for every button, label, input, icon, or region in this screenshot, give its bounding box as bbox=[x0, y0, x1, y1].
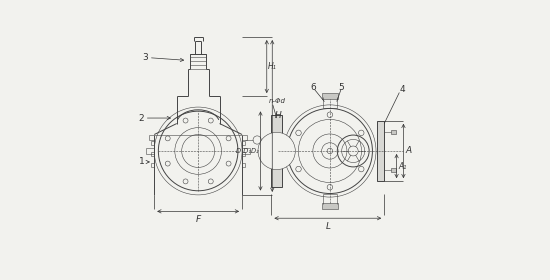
Text: D D₁D₂: D D₁D₂ bbox=[236, 148, 259, 154]
Text: A₁: A₁ bbox=[398, 162, 406, 171]
Bar bbox=[391, 168, 396, 172]
Text: F: F bbox=[196, 215, 201, 224]
Text: H₁: H₁ bbox=[268, 62, 277, 71]
Text: 1: 1 bbox=[139, 157, 145, 166]
Bar bbox=[272, 115, 282, 187]
Text: 4: 4 bbox=[399, 85, 405, 94]
Text: 3: 3 bbox=[142, 53, 149, 62]
Text: 2: 2 bbox=[139, 114, 145, 123]
Text: L: L bbox=[326, 221, 331, 230]
Bar bbox=[391, 130, 396, 134]
Bar bbox=[377, 121, 384, 181]
Text: n-Φd: n-Φd bbox=[269, 98, 285, 104]
Bar bbox=[322, 92, 338, 99]
Text: 5: 5 bbox=[338, 83, 344, 92]
Text: H: H bbox=[275, 111, 282, 120]
Circle shape bbox=[258, 132, 295, 170]
Text: A: A bbox=[406, 146, 412, 155]
Bar bbox=[322, 203, 338, 209]
Text: 6: 6 bbox=[311, 83, 316, 92]
